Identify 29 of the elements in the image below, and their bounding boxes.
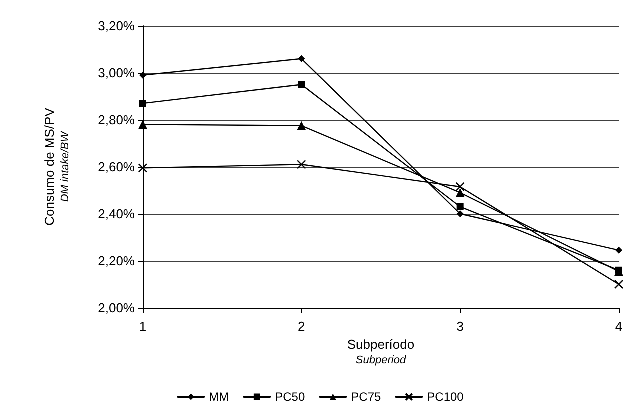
y-axis-title: Consumo de MS/PV DM intake/BW bbox=[42, 108, 72, 226]
point bbox=[616, 246, 622, 254]
y-tick-label: 3,20% bbox=[98, 18, 136, 34]
point bbox=[616, 266, 622, 274]
point bbox=[298, 55, 306, 62]
point bbox=[614, 280, 624, 290]
y-tick-label: 2,40% bbox=[98, 206, 136, 222]
y-tick-label: 3,00% bbox=[98, 66, 136, 80]
point bbox=[297, 121, 306, 130]
point bbox=[140, 100, 146, 108]
y-tick-label: 2,60% bbox=[98, 160, 136, 174]
point bbox=[297, 160, 306, 170]
point bbox=[456, 188, 465, 198]
y-tick-label: 2,80% bbox=[98, 112, 136, 128]
point bbox=[298, 81, 306, 88]
x-tick-label: 4 bbox=[615, 319, 623, 334]
x-tick-label: 3 bbox=[456, 319, 464, 334]
x-axis-title: Subperíodo Subperiod bbox=[347, 336, 415, 366]
x-tick-label: 1 bbox=[139, 319, 147, 334]
point bbox=[456, 210, 464, 218]
point bbox=[456, 182, 465, 192]
y-tick-label: 2,20% bbox=[98, 254, 136, 268]
legend-label: PC75 bbox=[351, 390, 382, 404]
y-tick-label: 2,00% bbox=[98, 300, 136, 316]
legend-label: PC100 bbox=[427, 390, 464, 404]
x-tick-label: 2 bbox=[298, 319, 306, 334]
legend-label: PC50 bbox=[275, 390, 306, 404]
point bbox=[456, 203, 464, 210]
legend-label: MM bbox=[209, 390, 230, 404]
